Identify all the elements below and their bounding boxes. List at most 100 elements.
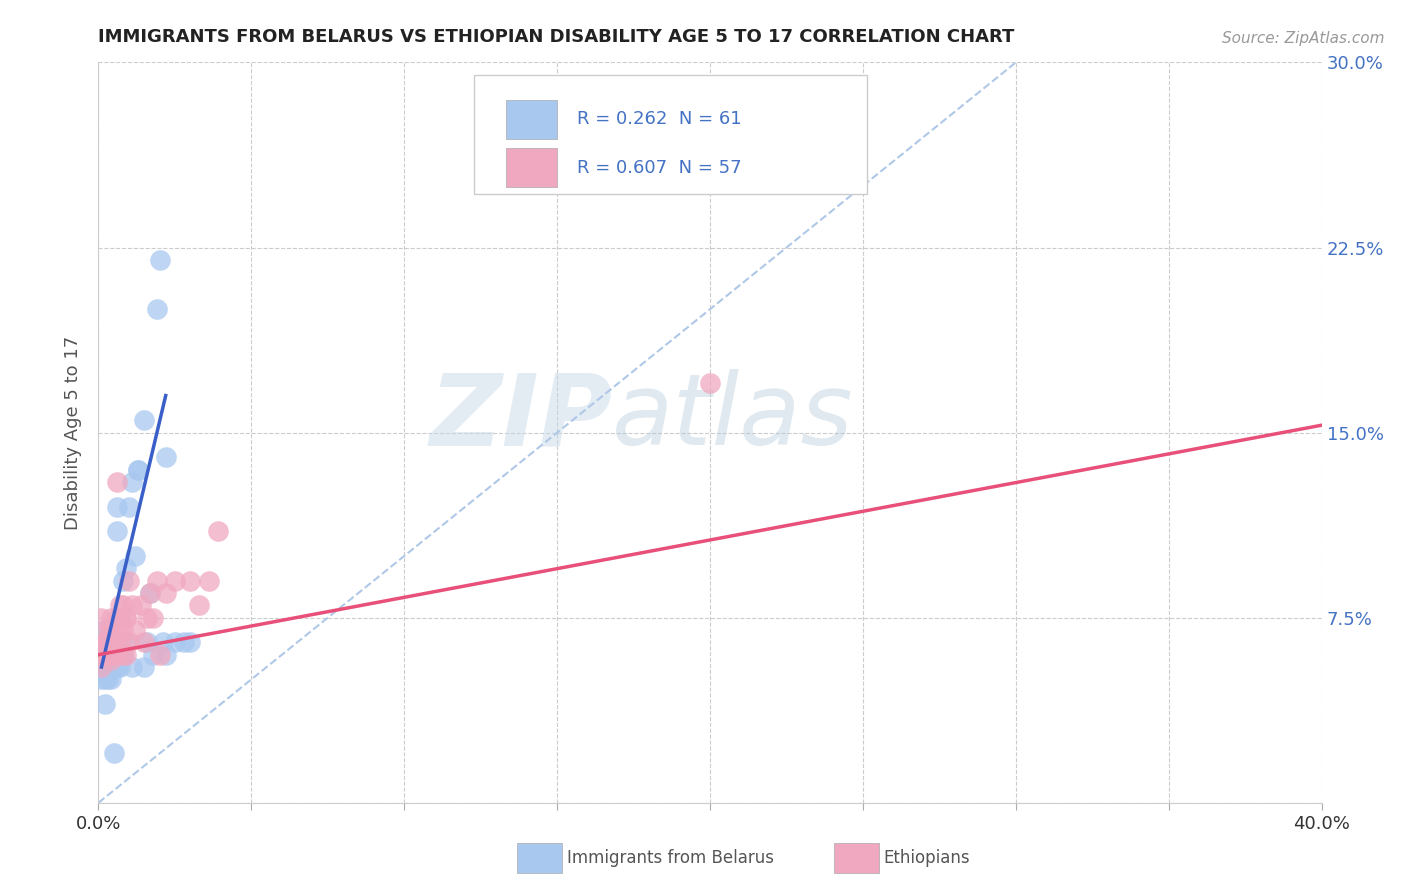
Text: ZIP: ZIP — [429, 369, 612, 467]
Point — [90, 648, 112, 662]
Point — [136, 635, 159, 649]
Point — [108, 610, 131, 624]
Point — [97, 635, 120, 649]
Point — [100, 648, 122, 662]
Point — [100, 660, 122, 674]
Point — [100, 673, 122, 687]
Point — [100, 648, 122, 662]
Point — [100, 648, 122, 662]
Point — [163, 635, 186, 649]
Point — [93, 673, 115, 687]
Point — [93, 635, 115, 649]
Point — [105, 648, 128, 662]
Point — [145, 302, 167, 317]
Point — [155, 586, 177, 600]
Point — [105, 475, 128, 489]
Point — [93, 648, 115, 662]
Text: R = 0.262  N = 61: R = 0.262 N = 61 — [576, 111, 741, 128]
Point — [108, 648, 131, 662]
Point — [115, 561, 138, 575]
Point — [118, 635, 141, 649]
Point — [149, 648, 172, 662]
Point — [197, 574, 219, 588]
Point — [207, 524, 229, 539]
Point — [105, 623, 128, 637]
Point — [134, 635, 156, 649]
Point — [97, 648, 120, 662]
Point — [136, 610, 159, 624]
Point — [100, 610, 122, 624]
Text: Source: ZipAtlas.com: Source: ZipAtlas.com — [1222, 31, 1385, 46]
Point — [127, 462, 149, 476]
Point — [97, 660, 120, 674]
Point — [103, 648, 125, 662]
Point — [173, 635, 195, 649]
Point — [108, 660, 131, 674]
Point — [97, 660, 120, 674]
Point — [111, 648, 134, 662]
Point — [115, 610, 138, 624]
Point — [142, 610, 165, 624]
Point — [105, 660, 128, 674]
Point — [124, 549, 146, 563]
Point — [108, 610, 131, 624]
Point — [152, 635, 174, 649]
Point — [179, 574, 201, 588]
Point — [100, 623, 122, 637]
Point — [93, 635, 115, 649]
Point — [111, 574, 134, 588]
Point — [97, 648, 120, 662]
Point — [115, 635, 138, 649]
Point — [103, 660, 125, 674]
Point — [115, 610, 138, 624]
Point — [93, 648, 115, 662]
FancyBboxPatch shape — [474, 75, 866, 194]
Point — [100, 648, 122, 662]
Point — [163, 574, 186, 588]
Point — [129, 599, 152, 613]
Point — [97, 648, 120, 662]
Point — [93, 635, 115, 649]
Text: atlas: atlas — [612, 369, 853, 467]
Point — [118, 500, 141, 514]
Point — [93, 635, 115, 649]
Point — [97, 648, 120, 662]
Point — [108, 599, 131, 613]
Point — [111, 648, 134, 662]
Point — [124, 623, 146, 637]
Text: Immigrants from Belarus: Immigrants from Belarus — [567, 849, 773, 867]
Point — [100, 648, 122, 662]
Point — [103, 653, 125, 667]
Point — [97, 653, 120, 667]
Point — [97, 648, 120, 662]
Point — [97, 635, 120, 649]
Point — [111, 599, 134, 613]
Point — [111, 623, 134, 637]
Point — [97, 623, 120, 637]
Point — [699, 376, 721, 391]
Point — [100, 623, 122, 637]
Point — [93, 635, 115, 649]
Point — [149, 252, 172, 267]
Point — [93, 623, 115, 637]
Point — [155, 450, 177, 465]
Point — [93, 697, 115, 711]
Point — [90, 673, 112, 687]
Point — [139, 586, 162, 600]
Point — [121, 599, 143, 613]
Point — [179, 635, 201, 649]
Text: IMMIGRANTS FROM BELARUS VS ETHIOPIAN DISABILITY AGE 5 TO 17 CORRELATION CHART: IMMIGRANTS FROM BELARUS VS ETHIOPIAN DIS… — [98, 28, 1015, 45]
Point — [103, 623, 125, 637]
Text: R = 0.607  N = 57: R = 0.607 N = 57 — [576, 159, 741, 177]
Point — [105, 500, 128, 514]
Point — [103, 648, 125, 662]
Point — [97, 665, 120, 679]
Point — [105, 610, 128, 624]
Point — [127, 462, 149, 476]
Point — [103, 635, 125, 649]
Text: Ethiopians: Ethiopians — [883, 849, 970, 867]
Point — [188, 599, 211, 613]
Point — [121, 660, 143, 674]
Point — [90, 660, 112, 674]
Point — [155, 648, 177, 662]
